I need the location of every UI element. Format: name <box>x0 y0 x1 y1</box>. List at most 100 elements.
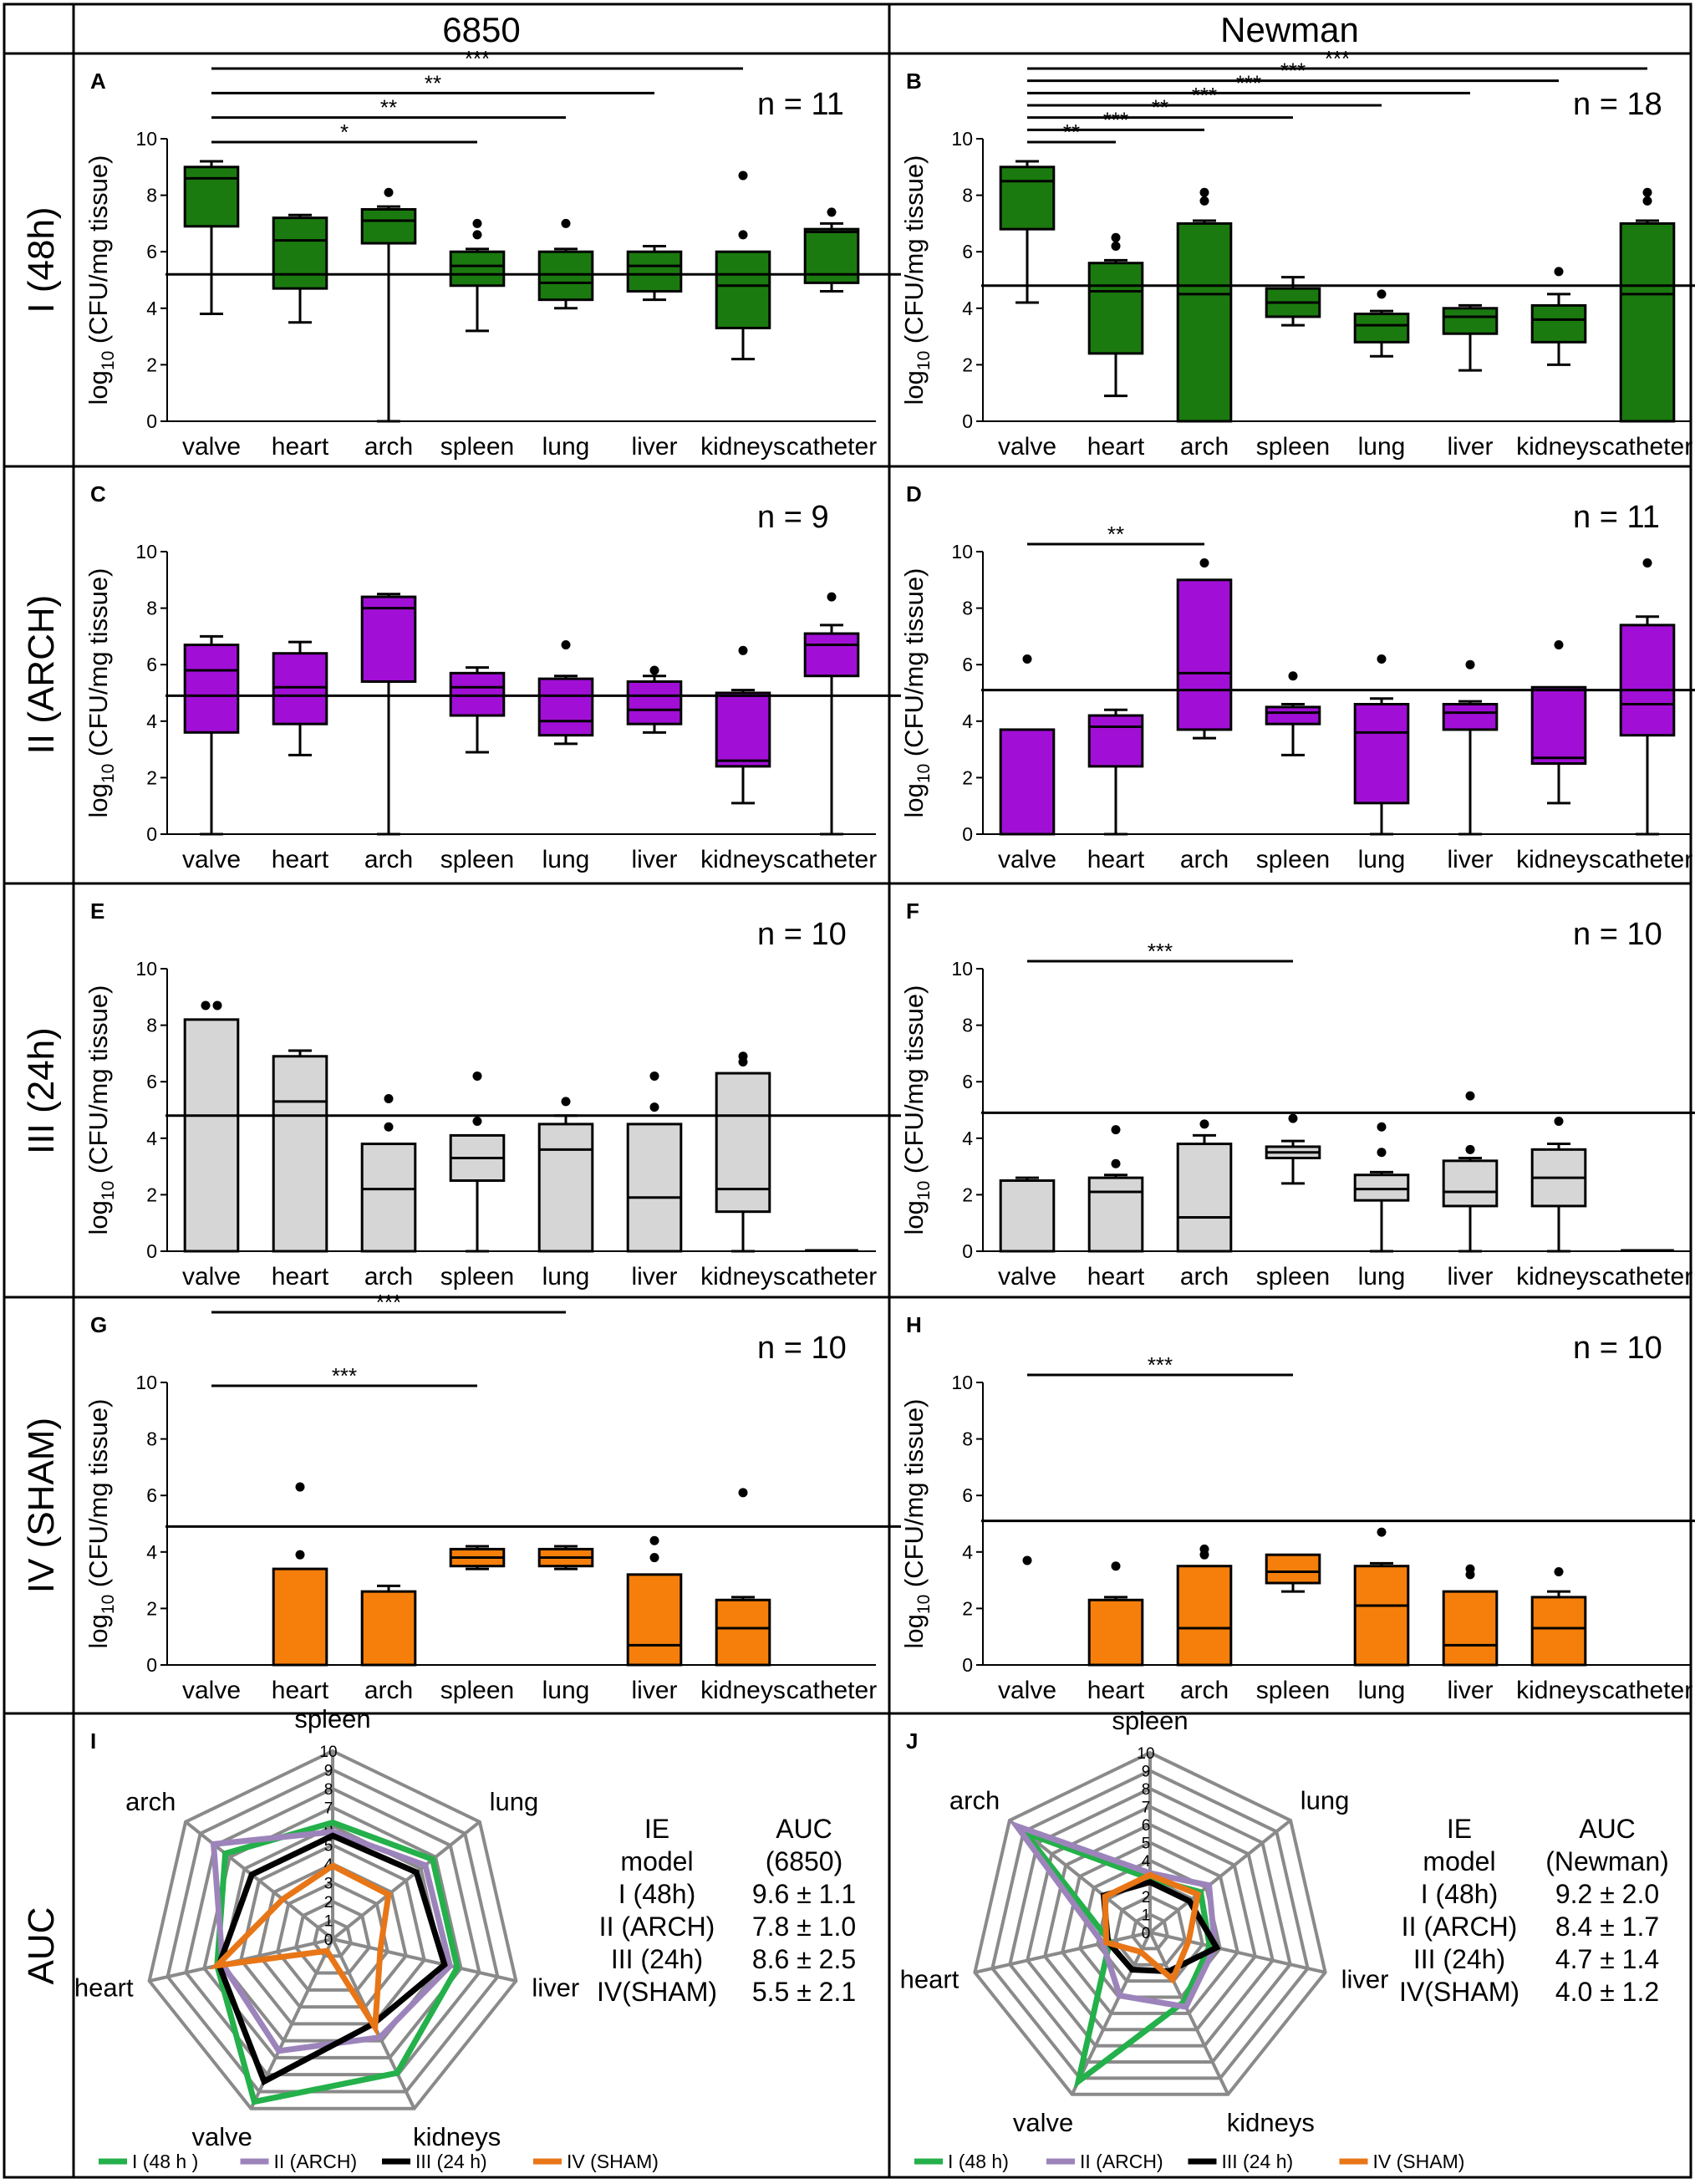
x-tick-label: valve <box>998 433 1056 461</box>
y-axis-label-rest: (CFU/mg tissue) <box>899 155 929 351</box>
radar-tick-label: 4 <box>1142 1853 1151 1871</box>
box-arch <box>360 593 417 836</box>
x-tick-label: heart <box>1087 433 1145 461</box>
panel-j: J012345678910spleenlungliverkidneysvalve… <box>900 1706 1669 2172</box>
outlier-point <box>1377 1527 1387 1537</box>
y-axis-label-rest: (CFU/mg tissue) <box>899 1399 929 1595</box>
outlier-point <box>1554 1117 1564 1127</box>
table-cell-model: II (ARCH) <box>1402 1912 1518 1942</box>
radar-spoke <box>332 1937 517 1983</box>
outlier-point <box>1465 1144 1475 1154</box>
x-tick-label: kidneys <box>700 433 786 461</box>
outlier-point <box>1111 1561 1121 1571</box>
significance-label: *** <box>1192 83 1217 108</box>
x-tick-label: spleen <box>440 1677 514 1704</box>
radar-series-line <box>216 1832 448 2086</box>
table-cell-model: I (48h) <box>1421 1879 1498 1909</box>
x-tick-label: catheter <box>786 433 877 461</box>
radar-grid-ring <box>293 1899 372 1975</box>
x-tick-label: lung <box>542 1263 590 1291</box>
box-body <box>1353 1565 1410 1667</box>
outlier-point <box>1465 1564 1475 1574</box>
y-tick-label: 0 <box>962 1240 973 1262</box>
y-axis-label-rest: (CFU/mg tissue) <box>84 568 113 764</box>
box-valve <box>999 160 1056 304</box>
radar-tick-label: 6 <box>1142 1817 1151 1835</box>
column-header-6850: 6850 <box>442 10 520 49</box>
radar-tick-label: 7 <box>324 1800 333 1818</box>
outlier-point <box>1642 558 1652 568</box>
panel-b: Bn = 18 log10 (CFU/mg tissue) 0 2 4 6 8 10 valve… <box>899 46 1695 461</box>
x-tick-label: liver <box>631 846 677 873</box>
table-header: IE <box>1447 1814 1472 1844</box>
legend-label: I (48 h ) <box>132 2151 198 2172</box>
legend-label: II (ARCH) <box>274 2151 358 2172</box>
x-tick-label: arch <box>1180 1677 1229 1704</box>
radar-axis-label: lung <box>1301 1785 1350 1815</box>
y-axis-label: log10 (CFU/mg tissue) <box>899 568 934 818</box>
box-body <box>272 1567 328 1667</box>
y-axis-label-sub: 10 <box>914 764 934 783</box>
y-tick-label: 2 <box>146 766 157 788</box>
table-cell-auc: 4.0 ± 1.2 <box>1555 1977 1659 2007</box>
box-body <box>1442 1590 1499 1667</box>
box-lung <box>537 218 594 310</box>
box-catheter <box>803 592 860 836</box>
y-tick-label: 8 <box>962 1015 973 1036</box>
box-body <box>183 644 240 734</box>
radar-axis-label: kidneys <box>1227 2108 1315 2137</box>
y-axis-label: log10 (CFU/mg tissue) <box>84 155 118 405</box>
box-lung <box>537 1545 594 1571</box>
panel-g: Gn = 10 log10 (CFU/mg tissue) 0 2 4 6 8 10 valve… <box>84 1290 901 1704</box>
panel-h: Hn = 10 log10 (CFU/mg tissue) 0 2 4 6 8 10 valve… <box>899 1312 1695 1704</box>
box-body <box>1353 703 1410 805</box>
panel-letter: F <box>906 899 919 924</box>
significance-label: *** <box>1148 1352 1173 1377</box>
x-tick-label: spleen <box>1256 846 1330 873</box>
box-body <box>1530 303 1587 344</box>
n-label: n = 10 <box>1573 1331 1662 1366</box>
table-cell-auc: 9.2 ± 2.0 <box>1555 1879 1659 1909</box>
y-axis-label: log10 (CFU/mg tissue) <box>899 1399 934 1649</box>
box-kidneys <box>1530 267 1587 366</box>
radar-grid-ring <box>1112 1894 1188 1967</box>
x-tick-label: catheter <box>786 846 877 873</box>
outlier-point <box>1111 1125 1121 1135</box>
x-tick-label: heart <box>1087 846 1145 873</box>
outlier-point <box>738 645 748 655</box>
radar-tick-label: 0 <box>1142 1925 1151 1942</box>
radar-tick-label: 5 <box>1142 1835 1151 1853</box>
y-axis-label-rest: (CFU/mg tissue) <box>899 985 929 1181</box>
radar-grid-ring <box>990 1769 1310 2080</box>
box-body <box>1530 685 1587 765</box>
outlier-point <box>827 592 837 602</box>
box-liver <box>626 1535 683 1667</box>
y-tick-label: 4 <box>962 710 973 732</box>
legend-label: II (ARCH) <box>1080 2151 1163 2172</box>
box-spleen <box>449 666 506 754</box>
box-heart <box>272 640 328 756</box>
y-tick-label: 0 <box>962 410 973 432</box>
outlier-point <box>1554 1566 1564 1576</box>
radar-tick-label: 1 <box>1142 1907 1151 1925</box>
significance-label: * <box>340 120 349 145</box>
radar-axis-label: valve <box>1013 2108 1073 2137</box>
box-body <box>1087 1598 1144 1667</box>
y-tick-label: 2 <box>146 1184 157 1205</box>
box-spleen <box>1265 1553 1321 1593</box>
box-body <box>537 1123 594 1253</box>
outlier-point <box>1288 1113 1298 1123</box>
box-body <box>360 1590 417 1667</box>
n-label: n = 9 <box>757 500 829 535</box>
box-body <box>626 1123 683 1253</box>
box-kidneys <box>1530 640 1587 805</box>
n-label: n = 10 <box>1573 917 1662 952</box>
box-body <box>999 1179 1056 1253</box>
table-header: model <box>1423 1846 1495 1876</box>
box-body <box>272 1055 328 1253</box>
outlier-point <box>738 171 748 181</box>
table-header: model <box>620 1846 693 1876</box>
outlier-point <box>295 1482 305 1492</box>
box-body <box>1176 578 1233 731</box>
box-arch <box>1176 558 1233 740</box>
